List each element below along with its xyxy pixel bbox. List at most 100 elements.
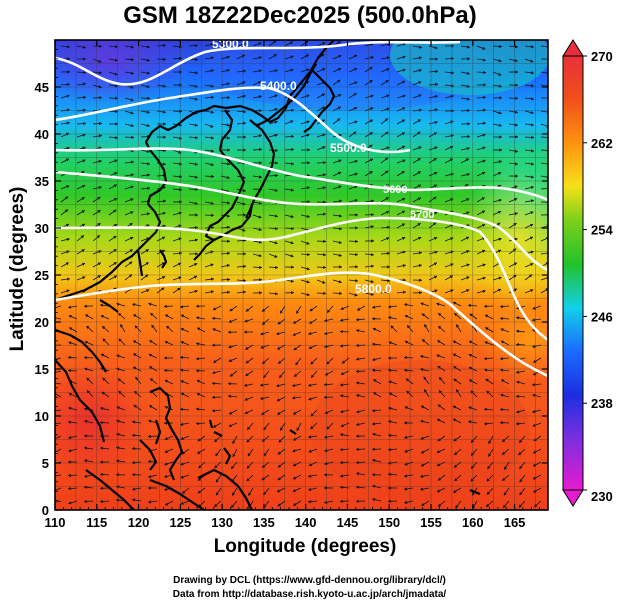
colorbar: [562, 39, 584, 507]
flow-arrow: [402, 55, 406, 59]
flow-arrow: [532, 306, 536, 310]
flow-arrow: [530, 211, 534, 215]
flow-arrow: [322, 68, 326, 72]
flow-arrow: [195, 213, 198, 217]
flow-arrow: [369, 80, 373, 84]
flow-arrow: [338, 199, 342, 203]
flow-arrow: [133, 314, 137, 318]
flow-arrow: [370, 107, 374, 111]
flow-arrow: [97, 210, 101, 214]
flow-arrow: [212, 409, 215, 413]
flow-arrow: [277, 464, 282, 468]
flow-arrow: [439, 377, 443, 381]
flow-arrow: [97, 223, 101, 227]
flow-arrow: [145, 274, 149, 278]
flow-arrow: [372, 327, 376, 331]
flow-arrow: [210, 201, 214, 205]
flow-arrow: [99, 71, 102, 75]
flow-arrow: [196, 421, 199, 426]
flow-arrow: [356, 318, 359, 322]
flow-arrow: [515, 96, 518, 101]
flow-arrow: [68, 393, 72, 397]
flow-arrow: [162, 224, 166, 228]
flow-arrow: [258, 42, 262, 46]
flow-arrow: [82, 82, 86, 86]
flow-arrow: [227, 96, 230, 100]
flow-arrow: [68, 486, 71, 491]
flow-arrow: [498, 171, 502, 175]
flow-arrow: [452, 340, 457, 344]
flow-arrow: [259, 147, 262, 152]
flow-arrow: [210, 290, 214, 294]
flow-arrow: [486, 478, 490, 482]
flow-arrow: [484, 304, 487, 308]
flow-arrow: [306, 133, 310, 137]
flow-arrow: [145, 249, 149, 253]
flow-arrow: [86, 377, 90, 381]
flow-arrow: [114, 197, 118, 202]
flow-arrow: [500, 328, 504, 332]
flow-arrow: [485, 327, 489, 331]
flow-arrow: [469, 313, 473, 317]
flow-arrow: [497, 184, 502, 188]
y-tick-label: 15: [35, 362, 49, 377]
flow-arrow: [385, 197, 389, 201]
flow-arrow: [404, 435, 408, 439]
flow-arrow: [321, 93, 325, 97]
flow-arrow: [241, 54, 246, 58]
flow-arrow: [323, 239, 326, 244]
flow-arrow: [500, 304, 503, 309]
flow-arrow: [388, 392, 393, 396]
flow-arrow: [195, 43, 198, 48]
flow-arrow: [500, 368, 504, 372]
flow-arrow: [166, 325, 170, 330]
flow-arrow: [68, 473, 71, 478]
flow-arrow: [146, 173, 150, 177]
flow-arrow: [327, 309, 331, 313]
flow-arrow: [195, 252, 198, 256]
flow-arrow: [502, 451, 506, 455]
flow-arrow: [456, 389, 460, 393]
flow-arrow: [198, 465, 202, 469]
flow-arrow: [116, 406, 120, 410]
flow-arrow: [418, 45, 422, 49]
flow-arrow: [116, 354, 120, 358]
flow-arrow: [145, 262, 149, 266]
flow-arrow: [340, 474, 344, 478]
flow-arrow: [438, 503, 442, 507]
flow-arrow: [132, 498, 136, 502]
flow-arrow: [279, 374, 283, 378]
y-axis-label: Latitude (degrees): [7, 186, 28, 352]
flow-arrow: [369, 158, 374, 162]
flow-arrow: [68, 305, 72, 309]
flow-arrow: [212, 381, 215, 386]
flow-arrow: [228, 382, 231, 386]
flow-arrow: [371, 264, 374, 268]
streamline: [540, 136, 548, 138]
flow-arrow: [151, 324, 155, 329]
flow-arrow: [162, 110, 166, 114]
flow-arrow: [417, 158, 421, 162]
flow-arrow: [296, 310, 300, 314]
flow-arrow: [210, 110, 214, 114]
flow-arrow: [113, 275, 117, 279]
flow-arrow: [215, 479, 219, 483]
flow-arrow: [258, 215, 262, 219]
flow-arrow: [356, 369, 359, 373]
streamline: [55, 393, 62, 398]
flow-arrow: [84, 446, 88, 450]
flow-arrow: [66, 121, 70, 125]
flow-arrow: [245, 308, 250, 312]
streamline: [55, 474, 62, 477]
flow-arrow: [290, 120, 294, 124]
flow-arrow: [483, 70, 486, 75]
flow-arrow: [356, 422, 360, 426]
flow-arrow: [385, 184, 389, 188]
flow-arrow: [372, 357, 376, 362]
flow-arrow: [404, 303, 408, 307]
streamline: [55, 382, 62, 385]
flow-arrow: [532, 423, 536, 427]
flow-arrow: [498, 160, 502, 164]
flow-arrow: [98, 59, 102, 63]
flow-arrow: [292, 383, 296, 388]
